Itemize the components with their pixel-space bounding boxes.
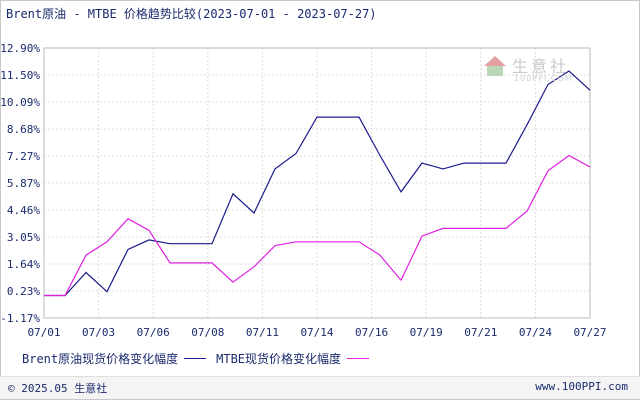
legend-swatch-brent [184, 358, 207, 359]
y-tick-label: 1.64% [7, 258, 40, 271]
watermark-logo: 生意社 100PPI.COM [482, 52, 602, 92]
y-tick-label: -1.17% [0, 312, 40, 325]
x-tick-label: 07/14 [300, 326, 333, 339]
legend-swatch-mtbe [347, 358, 370, 359]
x-tick-label: 07/08 [191, 326, 224, 339]
y-tick-label: 11.50% [0, 69, 40, 82]
legend-label-mtbe: MTBE现货价格变化幅度 [216, 352, 342, 366]
watermark-url: 100PPI.COM [514, 74, 573, 83]
y-tick-label: 5.87% [7, 177, 40, 190]
footer-site-link[interactable]: www.100PPI.com [535, 380, 628, 393]
series-line-0 [44, 70, 591, 297]
x-tick-label: 07/19 [410, 326, 443, 339]
legend-label-brent: Brent原油现货价格变化幅度 [22, 352, 179, 366]
x-tick-label: 07/24 [519, 326, 552, 339]
y-tick-label: 12.90% [0, 42, 40, 55]
x-tick-label: 07/21 [464, 326, 497, 339]
x-tick-label: 07/11 [246, 326, 279, 339]
chart-legend: Brent原油现货价格变化幅度 MTBE现货价格变化幅度 [22, 350, 379, 367]
plot-border [43, 47, 591, 319]
y-tick-label: 8.68% [7, 123, 40, 136]
y-tick-label: 10.09% [0, 96, 40, 109]
footer-bar: © 2025.05 生意社 www.100PPI.com [0, 376, 640, 399]
x-tick-label: 07/06 [137, 326, 170, 339]
x-tick-label: 07/03 [82, 326, 115, 339]
y-tick-label: 0.23% [7, 285, 40, 298]
watermark-name: 生意社 [512, 57, 570, 76]
x-tick-label: 07/16 [355, 326, 388, 339]
y-tick-label: 4.46% [7, 204, 40, 217]
series-line-1 [44, 154, 591, 297]
x-tick-label: 07/27 [573, 326, 606, 339]
x-tick-label: 07/01 [27, 326, 60, 339]
y-tick-label: 7.27% [7, 150, 40, 163]
footer-copyright: © 2025.05 生意社 [8, 382, 108, 395]
y-tick-label: 3.05% [7, 231, 40, 244]
house-icon [484, 56, 506, 76]
chart-title: Brent原油 - MTBE 价格趋势比较(2023-07-01 - 2023-… [6, 7, 377, 21]
